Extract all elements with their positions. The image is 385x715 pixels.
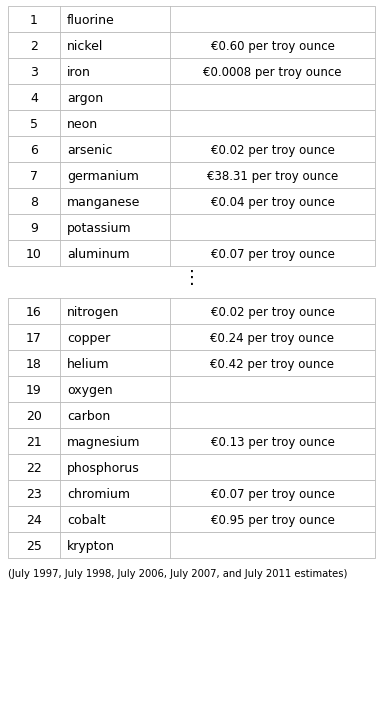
Bar	[8, 350, 375, 376]
Bar	[8, 402, 375, 428]
Text: magnesium: magnesium	[67, 436, 141, 449]
Text: €0.04 per troy ounce: €0.04 per troy ounce	[211, 196, 335, 209]
Bar	[8, 58, 375, 84]
Text: 3: 3	[30, 66, 38, 79]
Text: nitrogen: nitrogen	[67, 306, 119, 319]
Text: €0.24 per troy ounce: €0.24 per troy ounce	[211, 332, 335, 345]
Text: phosphorus: phosphorus	[67, 462, 140, 475]
Text: 1: 1	[30, 14, 38, 26]
Text: nickel: nickel	[67, 40, 104, 53]
Text: 4: 4	[30, 92, 38, 105]
Bar	[8, 298, 375, 324]
Text: fluorine: fluorine	[67, 14, 115, 26]
Text: chromium: chromium	[67, 488, 130, 500]
Bar	[8, 32, 375, 58]
Text: 24: 24	[26, 514, 42, 527]
Text: 6: 6	[30, 144, 38, 157]
Text: germanium: germanium	[67, 169, 139, 183]
Bar	[8, 110, 375, 136]
Text: manganese: manganese	[67, 196, 141, 209]
Text: 8: 8	[30, 196, 38, 209]
Bar	[8, 454, 375, 480]
Text: 21: 21	[26, 436, 42, 449]
Bar	[8, 324, 375, 350]
Bar	[8, 162, 375, 188]
Text: carbon: carbon	[67, 410, 110, 423]
Text: neon: neon	[67, 118, 98, 131]
Text: argon: argon	[67, 92, 103, 105]
Text: €0.07 per troy ounce: €0.07 per troy ounce	[211, 248, 335, 261]
Text: €0.60 per troy ounce: €0.60 per troy ounce	[211, 40, 335, 53]
Text: potassium: potassium	[67, 222, 132, 235]
Text: 2: 2	[30, 40, 38, 53]
Text: ⋮: ⋮	[182, 269, 201, 287]
Text: 9: 9	[30, 222, 38, 235]
Bar	[8, 480, 375, 506]
Text: krypton: krypton	[67, 540, 115, 553]
Text: 10: 10	[26, 248, 42, 261]
Text: €0.02 per troy ounce: €0.02 per troy ounce	[211, 306, 335, 319]
Text: €0.02 per troy ounce: €0.02 per troy ounce	[211, 144, 335, 157]
Text: 22: 22	[26, 462, 42, 475]
Bar	[8, 240, 375, 266]
Bar	[8, 532, 375, 558]
Bar	[8, 188, 375, 214]
Text: €0.13 per troy ounce: €0.13 per troy ounce	[211, 436, 335, 449]
Text: helium: helium	[67, 358, 110, 371]
Text: 16: 16	[26, 306, 42, 319]
Text: aluminum: aluminum	[67, 248, 130, 261]
Text: 7: 7	[30, 169, 38, 183]
Bar	[8, 506, 375, 532]
Text: €0.95 per troy ounce: €0.95 per troy ounce	[211, 514, 335, 527]
Text: copper: copper	[67, 332, 110, 345]
Text: 5: 5	[30, 118, 38, 131]
Bar	[8, 136, 375, 162]
Text: cobalt: cobalt	[67, 514, 105, 527]
Text: 18: 18	[26, 358, 42, 371]
Text: (July 1997, July 1998, July 2006, July 2007, and July 2011 estimates): (July 1997, July 1998, July 2006, July 2…	[8, 569, 347, 579]
Bar	[8, 214, 375, 240]
Text: €0.42 per troy ounce: €0.42 per troy ounce	[211, 358, 335, 371]
Bar	[8, 428, 375, 454]
Text: 23: 23	[26, 488, 42, 500]
Text: arsenic: arsenic	[67, 144, 112, 157]
Bar	[8, 84, 375, 110]
Bar	[8, 376, 375, 402]
Text: 20: 20	[26, 410, 42, 423]
Text: 17: 17	[26, 332, 42, 345]
Text: €0.0008 per troy ounce: €0.0008 per troy ounce	[203, 66, 342, 79]
Text: 19: 19	[26, 384, 42, 397]
Text: €38.31 per troy ounce: €38.31 per troy ounce	[207, 169, 338, 183]
Bar	[8, 6, 375, 32]
Text: iron: iron	[67, 66, 91, 79]
Text: oxygen: oxygen	[67, 384, 113, 397]
Text: 25: 25	[26, 540, 42, 553]
Text: €0.07 per troy ounce: €0.07 per troy ounce	[211, 488, 335, 500]
